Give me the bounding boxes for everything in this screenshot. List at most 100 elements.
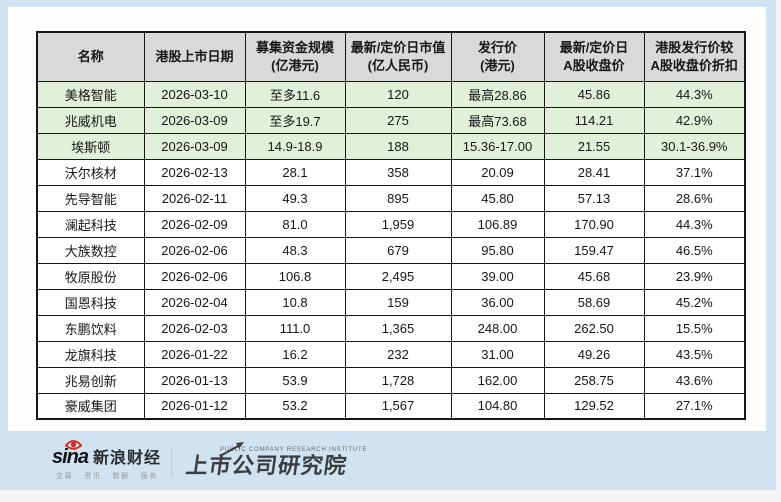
table-cell: 20.09 (450, 158, 545, 186)
table-cell: 53.9 (244, 366, 346, 394)
table-cell: 30.1-36.9% (643, 132, 746, 160)
table-cell: 最高73.68 (450, 106, 545, 134)
table-cell: 1,728 (344, 366, 452, 394)
table-cell: 42.9% (643, 106, 746, 134)
header-cell-market-cap: 最新/定价日市值 (亿人民币) (344, 31, 452, 82)
table-cell: 2026-02-11 (143, 184, 246, 212)
table-cell: 188 (344, 132, 452, 160)
table-cell: 120 (344, 80, 452, 108)
table-cell: 37.1% (643, 158, 746, 186)
table-cell: 36.00 (450, 288, 545, 316)
table-cell: 114.21 (543, 106, 645, 134)
table-cell: 679 (344, 236, 452, 264)
table-cell: 沃尔核材 (36, 158, 145, 186)
institute-arrow-icon (221, 442, 245, 457)
table-cell: 埃斯顿 (36, 132, 145, 160)
header-cell-raised-funds: 募集资金规模 (亿港元) (244, 31, 346, 82)
table-cell: 龙旗科技 (36, 340, 145, 368)
table-cell: 28.41 (543, 158, 645, 186)
table-cell: 10.8 (244, 288, 346, 316)
table-cell: 39.00 (450, 262, 545, 290)
table-cell: 最高28.86 (450, 80, 545, 108)
table-row: 埃斯顿 2026-03-09 14.9-18.9 188 15.36-17.00 21.5… (36, 132, 746, 160)
table-cell: 2026-01-13 (143, 366, 246, 394)
table-cell: 104.80 (450, 392, 545, 420)
table-cell: 106.8 (244, 262, 346, 290)
table-cell: 58.69 (543, 288, 645, 316)
table-cell: 1,959 (344, 210, 452, 238)
table-cell: 2026-01-22 (143, 340, 246, 368)
table-cell: 48.3 (244, 236, 346, 264)
table-cell: 45.86 (543, 80, 645, 108)
table-cell: 2026-02-03 (143, 314, 246, 342)
hk-listing-table: 名称 港股上市日期 募集资金规模 (亿港元) 最新/定价日市值 (亿人民币) 发… (36, 31, 746, 420)
sina-wordmark: sina (52, 439, 89, 467)
header-cell-discount: 港股发行价较 A股收盘价折扣 (643, 31, 746, 82)
table-cell: 111.0 (244, 314, 346, 342)
header-cell-a-share-close: 最新/定价日 A股收盘价 (543, 31, 645, 82)
table-cell: 2026-02-06 (143, 236, 246, 264)
table-cell: 159.47 (543, 236, 645, 264)
table-cell: 兆易创新 (36, 366, 145, 394)
table-cell: 358 (344, 158, 452, 186)
table-cell: 2026-01-12 (143, 392, 246, 420)
table-row: 兆威机电 2026-03-09 至多19.7 275 最高73.68 114.21 42.9… (36, 106, 746, 134)
table-cell: 28.1 (244, 158, 346, 186)
table-row: 牧原股份 2026-02-06 106.8 2,495 39.00 45.68 23.9% (36, 262, 746, 290)
table-cell: 15.5% (643, 314, 746, 342)
table-cell: 95.80 (450, 236, 545, 264)
table-cell: 美格智能 (36, 80, 145, 108)
table-row: 先导智能 2026-02-11 49.3 895 45.80 57.13 28.6% (36, 184, 746, 212)
table-cell: 14.9-18.9 (244, 132, 346, 160)
sina-tagline: 交易 · 资讯 · 数据 · 服务 (56, 472, 158, 480)
table-cell: 57.13 (543, 184, 645, 212)
table-cell: 1,365 (344, 314, 452, 342)
sina-brand-text: 新浪财经 (93, 449, 162, 467)
table-cell: 21.55 (543, 132, 645, 160)
table-body: 美格智能 2026-03-10 至多11.6 120 最高28.86 45.86 44.3%… (36, 80, 746, 420)
table-cell: 大族数控 (36, 236, 145, 264)
table-cell: 43.6% (643, 366, 746, 394)
institute-name: 上市公司研究院 (184, 453, 349, 479)
table-cell: 2026-02-13 (143, 158, 246, 186)
sina-eye-icon (65, 439, 82, 450)
table-cell: 先导智能 (36, 184, 145, 212)
table-row: 澜起科技 2026-02-09 81.0 1,959 106.89 170.90 44.3% (36, 210, 746, 238)
table-cell: 275 (344, 106, 452, 134)
table-cell: 2026-03-10 (143, 80, 246, 108)
table-row: 国恩科技 2026-02-04 10.8 159 36.00 58.69 45.2% (36, 288, 746, 316)
header-cell-listing-date: 港股上市日期 (143, 31, 246, 82)
table-cell: 248.00 (450, 314, 545, 342)
table-cell: 232 (344, 340, 452, 368)
table-cell: 28.6% (643, 184, 746, 212)
table-cell: 兆威机电 (36, 106, 145, 134)
table-cell: 1,567 (344, 392, 452, 420)
table-cell: 牧原股份 (36, 262, 145, 290)
table-cell: 45.68 (543, 262, 645, 290)
table-cell: 49.26 (543, 340, 645, 368)
table-cell: 170.90 (543, 210, 645, 238)
table-header-row: 名称 港股上市日期 募集资金规模 (亿港元) 最新/定价日市值 (亿人民币) 发… (36, 31, 746, 82)
table-row: 东鹏饮料 2026-02-03 111.0 1,365 248.00 262.50 15.5… (36, 314, 746, 342)
table-cell: 国恩科技 (36, 288, 145, 316)
table-cell: 262.50 (543, 314, 645, 342)
table-cell: 129.52 (543, 392, 645, 420)
table-row: 龙旗科技 2026-01-22 16.2 232 31.00 49.26 43.5% (36, 340, 746, 368)
header-cell-issue-price: 发行价 (港元) (450, 31, 545, 82)
table-cell: 45.2% (643, 288, 746, 316)
table-row: 豪威集团 2026-01-12 53.2 1,567 104.80 129.52 27.1% (36, 392, 746, 420)
table-cell: 2026-02-09 (143, 210, 246, 238)
table-cell: 106.89 (450, 210, 545, 238)
table-cell: 至多19.7 (244, 106, 346, 134)
table-cell: 53.2 (244, 392, 346, 420)
sina-finance-logo: sina 新浪财经 交易 · 资讯 · 数据 · 服务 (52, 439, 162, 481)
table-cell: 2026-03-09 (143, 132, 246, 160)
table-row: 美格智能 2026-03-10 至多11.6 120 最高28.86 45.86 44.3% (36, 80, 746, 108)
table-cell: 至多11.6 (244, 80, 346, 108)
table-row: 大族数控 2026-02-06 48.3 679 95.80 159.47 46.5% (36, 236, 746, 264)
footer-logos: sina 新浪财经 交易 · 资讯 · 数据 · 服务 PUBLIC COMPA… (52, 439, 367, 483)
table-cell: 49.3 (244, 184, 346, 212)
table-cell: 44.3% (643, 80, 746, 108)
institute-logo: PUBLIC COMPANY RESEARCH INSTITUTE 上市公司研究… (184, 442, 367, 479)
table-cell: 16.2 (244, 340, 346, 368)
